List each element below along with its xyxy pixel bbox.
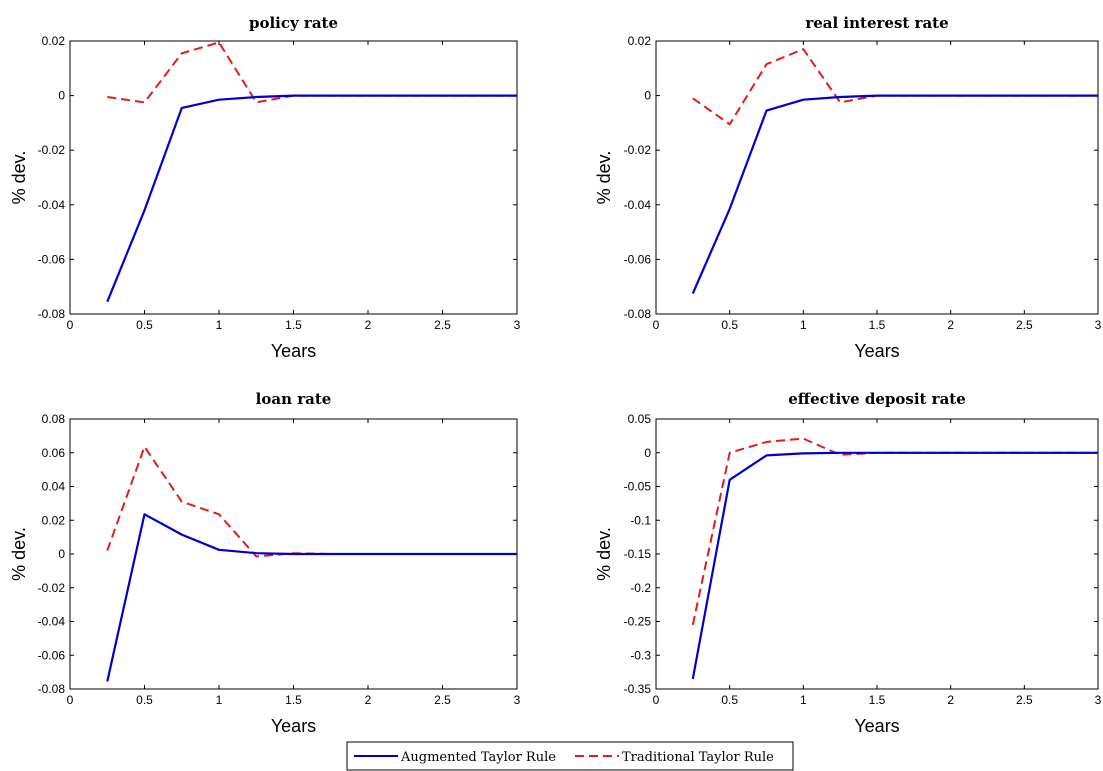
legend-label: Augmented Taylor Rule [400,750,556,765]
y-tick-label: -0.08 [38,307,66,321]
x-tick-label: 1.5 [869,318,886,332]
y-tick-label: -0.08 [38,682,66,696]
legend-item-traditional: Traditional Taylor Rule [575,750,774,765]
x-tick-label: 0 [653,693,660,707]
x-axis-label: Years [271,716,316,736]
x-tick-label: 2 [947,318,954,332]
y-tick-label: 0 [644,89,651,103]
series-line-augmented-taylor-rule [691,94,1098,294]
y-tick-label: 0.02 [628,34,652,48]
chart-title: real interest rate [805,14,948,32]
y-tick-label: -0.04 [38,615,66,629]
y-tick-label: -0.35 [624,682,652,696]
legend-item-augmented: Augmented Taylor Rule [354,750,556,765]
y-tick-label: 0.05 [628,412,652,426]
y-axis-label: % dev. [9,151,29,205]
x-tick-label: 1.5 [285,318,302,332]
y-tick-label: -0.15 [624,547,652,561]
y-tick-label: -0.3 [630,648,651,662]
x-axis-label: Years [854,341,899,361]
x-tick-label: 0.5 [721,318,738,332]
x-tick-label: 0.5 [136,693,153,707]
x-tick-label: 3 [514,693,521,707]
y-tick-label: -0.05 [624,480,652,494]
panel-loan-rate: 0 0.5 1 1.5 2 2.5 3 -0.08 -0.06 -0.04 -0.02 0 0.02 0.… [9,390,521,736]
x-tick-label: 0 [653,318,660,332]
x-tick-label: 0.5 [136,318,153,332]
x-tick-label: 1 [800,318,807,332]
y-tick-label: -0.06 [38,648,66,662]
y-tick-label: 0.04 [42,480,66,494]
y-axis-label: % dev. [594,527,614,581]
y-tick-label: -0.06 [624,252,652,266]
x-tick-label: 1 [216,693,223,707]
legend: Augmented Taylor Rule Traditional Taylor … [346,741,794,771]
x-tick-label: 2.5 [434,693,451,707]
y-tick-label: 0.02 [42,513,66,527]
x-tick-label: 3 [514,318,521,332]
y-tick-label: -0.02 [38,143,66,157]
y-tick-label: -0.06 [38,252,66,266]
y-tick-label: -0.2 [630,581,651,595]
y-tick-label: -0.08 [624,307,652,321]
series-line-augmented-taylor-rule [106,94,517,303]
x-tick-label: 2 [365,318,372,332]
series-line-traditional-taylor-rule [107,41,517,104]
y-tick-label: -0.25 [624,615,652,629]
x-tick-label: 1 [216,318,223,332]
y-tick-label: -0.02 [624,143,652,157]
axes-box [655,40,1099,315]
legend-label: Traditional Taylor Rule [622,750,774,765]
y-tick-label: 0 [58,89,65,103]
y-axis-label: % dev. [9,527,29,581]
y-tick-label: 0.02 [42,34,66,48]
x-tick-label: 2.5 [1016,318,1033,332]
x-axis-label: Years [854,716,899,736]
series-line-augmented-taylor-rule [691,451,1098,680]
x-tick-label: 3 [1095,318,1102,332]
axes-box [655,418,1099,690]
x-tick-label: 2 [365,693,372,707]
y-tick-label: 0 [644,446,651,460]
axes-box [69,40,518,315]
x-tick-label: 1.5 [285,693,302,707]
y-tick-label: 0.08 [42,412,66,426]
y-tick-label: -0.04 [624,198,652,212]
x-tick-label: 2.5 [1016,693,1033,707]
y-tick-label: -0.02 [38,581,66,595]
series-line-augmented-taylor-rule [106,513,517,682]
panel-real-interest-rate: 0 0.5 1 1.5 2 2.5 3 -0.08 -0.06 -0.04 -0.02 0 0.02 re… [594,14,1102,361]
x-tick-label: 3 [1095,693,1102,707]
y-tick-label: 0.06 [42,446,66,460]
chart-title: loan rate [256,390,332,408]
x-tick-label: 1 [800,693,807,707]
legend-box [346,741,794,771]
x-axis-label: Years [271,341,316,361]
x-tick-label: 0 [67,318,74,332]
x-tick-label: 2 [947,693,954,707]
x-tick-label: 0 [67,693,74,707]
y-tick-label: -0.04 [38,198,66,212]
chart-title: effective deposit rate [788,390,966,408]
panel-effective-deposit-rate: 0 0.5 1 1.5 2 2.5 3 -0.35 -0.3 -0.25 -0.2 -0.15 -0.1… [594,390,1102,736]
chart-title: policy rate [249,14,338,32]
panel-policy-rate: 0 0.5 1 1.5 2 2.5 3 -0.08 -0.06 -0.04 -0.02 0 0.02 po… [9,14,521,361]
y-tick-label: -0.1 [630,513,651,527]
x-tick-label: 2.5 [434,318,451,332]
x-tick-label: 1.5 [869,693,886,707]
y-tick-label: 0 [58,547,65,561]
x-tick-label: 0.5 [721,693,738,707]
y-axis-label: % dev. [594,151,614,205]
